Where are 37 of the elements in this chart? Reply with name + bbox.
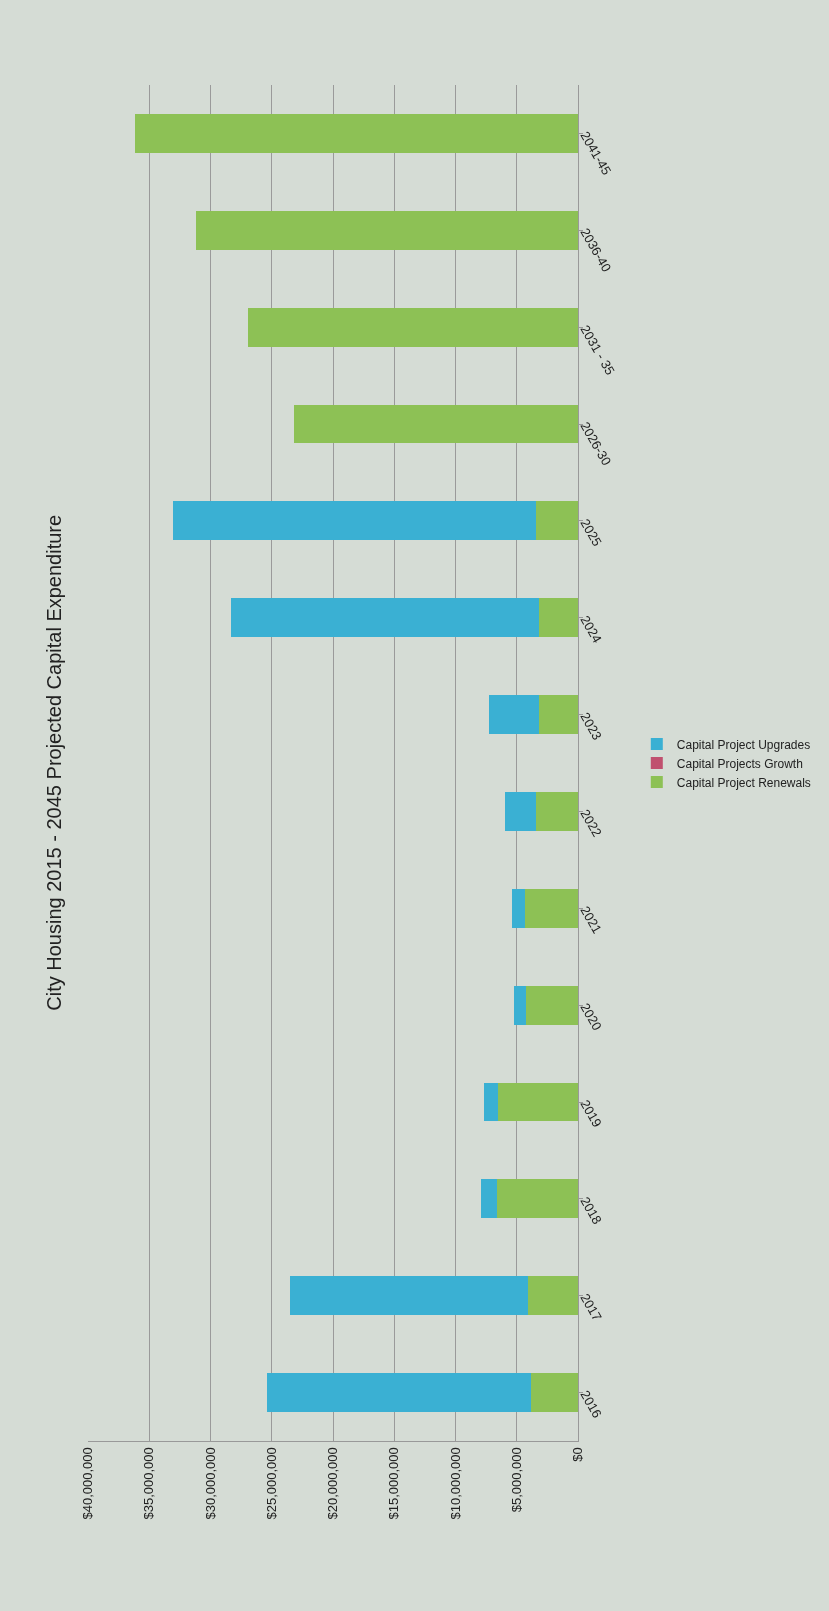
x-tick-label: $0	[570, 1447, 586, 1462]
x-tick-label: $15,000,000	[386, 1447, 402, 1520]
legend-label: Capital Project Renewals	[676, 775, 811, 790]
bar	[536, 501, 578, 541]
bar	[525, 888, 578, 928]
bar	[266, 1373, 532, 1412]
legend-label: Capital Projects Growth	[676, 756, 803, 771]
bar	[538, 598, 578, 638]
x-tick-label: $35,000,000	[141, 1447, 157, 1520]
bar	[497, 1179, 578, 1219]
bar	[539, 695, 578, 734]
x-tick-label: $40,000,000	[80, 1447, 96, 1520]
legend-label: Capital Project Upgrades	[676, 737, 811, 752]
x-tick-label: $5,000,000	[508, 1447, 524, 1513]
bar	[536, 792, 578, 831]
text: City Housing 2015 - 2045 Projected Capital Expenditure	[42, 514, 65, 1011]
bar	[531, 1373, 578, 1412]
bar	[484, 1082, 499, 1122]
x-tick-label: $20,000,000	[325, 1447, 341, 1520]
bar	[290, 1276, 528, 1316]
bar	[489, 695, 540, 734]
bar	[527, 1276, 578, 1316]
bar	[195, 210, 578, 250]
bar	[231, 598, 539, 638]
bar	[512, 888, 526, 928]
bar	[514, 985, 526, 1025]
bar	[134, 114, 578, 153]
x-tick-label: $10,000,000	[447, 1447, 463, 1520]
bar	[248, 307, 578, 347]
x-tick-label: $25,000,000	[263, 1447, 279, 1520]
x-tick-label: $30,000,000	[202, 1447, 218, 1520]
bar	[504, 792, 537, 831]
bar	[525, 985, 578, 1025]
bar	[481, 1179, 498, 1219]
bar	[172, 501, 537, 541]
bar	[498, 1082, 578, 1122]
bar	[293, 404, 578, 444]
